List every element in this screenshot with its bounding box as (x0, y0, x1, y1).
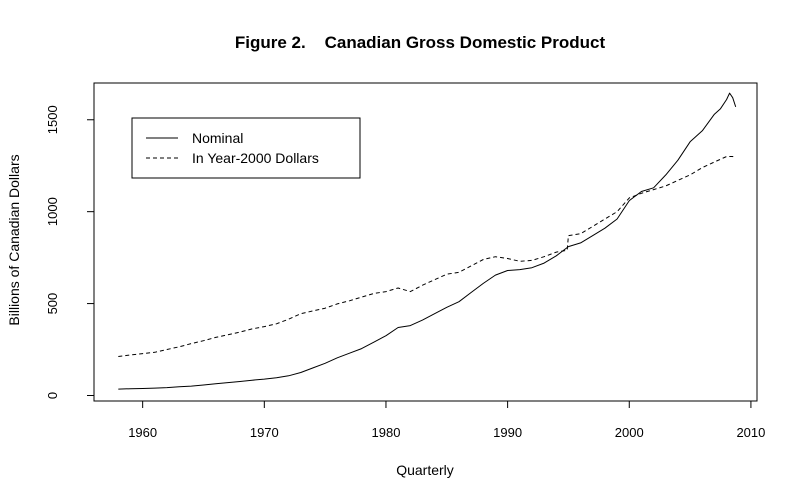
legend-box (131, 117, 361, 179)
legend: Nominal In Year-2000 Dollars (131, 117, 361, 179)
legend-label-real: In Year-2000 Dollars (192, 150, 319, 166)
x-tick-label: 2000 (615, 425, 644, 440)
y-tick-label: 500 (45, 293, 60, 315)
series-line-nominal (118, 92, 737, 390)
x-tick-label: 1980 (372, 425, 401, 440)
x-tick-label: 2010 (736, 425, 765, 440)
series-layer (118, 92, 737, 390)
y-tick-label: 1000 (45, 197, 60, 226)
x-tick-label: 1990 (493, 425, 522, 440)
x-tick-label: 1960 (128, 425, 157, 440)
x-axis-label: Quarterly (396, 462, 454, 478)
y-axis: 0 500 1000 1500 (45, 105, 95, 399)
x-axis: 1960 1970 1980 1990 2000 2010 (128, 400, 765, 440)
y-axis-label: Billions of Canadian Dollars (6, 154, 22, 325)
series-line-real (118, 156, 736, 357)
legend-label-nominal: Nominal (192, 130, 243, 146)
y-tick-label: 0 (45, 392, 60, 399)
x-tick-label: 1970 (250, 425, 279, 440)
chart-title: Figure 2. Canadian Gross Domestic Produc… (235, 33, 606, 52)
y-tick-label: 1500 (45, 105, 60, 134)
